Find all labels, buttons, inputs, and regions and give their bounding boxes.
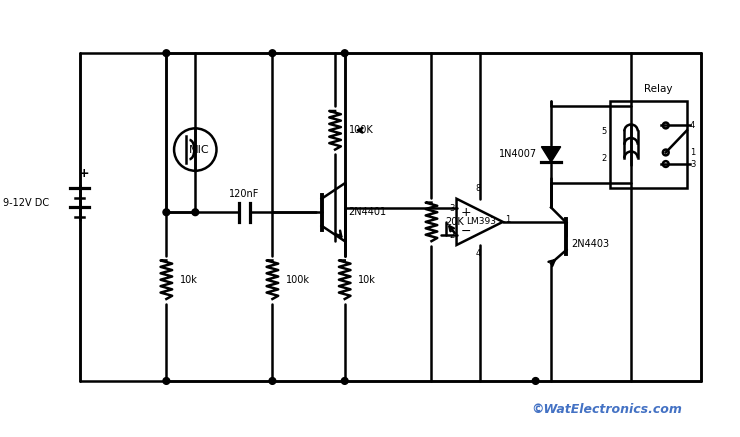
Text: 10k: 10k xyxy=(358,275,376,285)
Bar xyxy=(610,101,687,188)
Text: 2N4401: 2N4401 xyxy=(349,207,387,217)
Text: +: + xyxy=(79,167,90,180)
Text: 4: 4 xyxy=(690,121,695,130)
Text: 3: 3 xyxy=(449,204,454,213)
Text: LM393: LM393 xyxy=(467,217,497,226)
Text: 2: 2 xyxy=(602,154,607,163)
Text: 2N4403: 2N4403 xyxy=(571,239,610,249)
Text: +: + xyxy=(461,206,471,219)
Text: 4: 4 xyxy=(475,249,480,258)
Text: 120nF: 120nF xyxy=(229,189,260,199)
Polygon shape xyxy=(542,147,561,162)
Circle shape xyxy=(269,50,276,56)
Text: 20K: 20K xyxy=(445,217,464,227)
Text: −: − xyxy=(461,225,471,238)
Circle shape xyxy=(163,209,169,215)
Text: ©WatElectronics.com: ©WatElectronics.com xyxy=(531,403,682,416)
Circle shape xyxy=(163,378,169,384)
Circle shape xyxy=(269,378,276,384)
Text: 3: 3 xyxy=(690,160,696,169)
Text: MIC: MIC xyxy=(189,145,209,155)
Circle shape xyxy=(163,50,169,56)
Text: 2: 2 xyxy=(449,231,454,240)
Text: 1N4007: 1N4007 xyxy=(500,149,537,160)
Circle shape xyxy=(341,50,348,56)
Text: 100k: 100k xyxy=(286,275,310,285)
Text: 5: 5 xyxy=(602,127,607,136)
Circle shape xyxy=(341,378,348,384)
Text: 9-12V DC: 9-12V DC xyxy=(3,198,49,208)
Text: Relay: Relay xyxy=(644,83,673,94)
Circle shape xyxy=(532,378,539,384)
Text: 100K: 100K xyxy=(349,125,373,135)
Text: 8: 8 xyxy=(475,184,480,193)
Text: 10k: 10k xyxy=(180,275,198,285)
Text: 1: 1 xyxy=(505,215,510,225)
Text: 1: 1 xyxy=(690,148,695,157)
Circle shape xyxy=(192,209,198,215)
